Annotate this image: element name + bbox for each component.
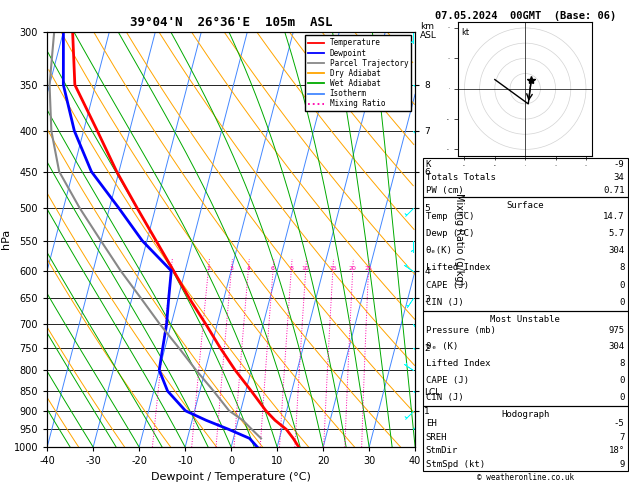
- Text: 20: 20: [348, 266, 357, 271]
- Legend: Temperature, Dewpoint, Parcel Trajectory, Dry Adiabat, Wet Adiabat, Isotherm, Mi: Temperature, Dewpoint, Parcel Trajectory…: [305, 35, 411, 111]
- Text: Lifted Index: Lifted Index: [426, 359, 491, 368]
- Text: Totals Totals: Totals Totals: [426, 173, 496, 182]
- Text: km
ASL: km ASL: [420, 22, 437, 40]
- Text: 0: 0: [619, 280, 625, 290]
- Text: CAPE (J): CAPE (J): [426, 376, 469, 385]
- Text: SREH: SREH: [426, 433, 447, 442]
- Text: 25: 25: [365, 266, 372, 271]
- Text: K: K: [426, 160, 431, 169]
- Text: 8: 8: [289, 266, 293, 271]
- Text: EH: EH: [426, 419, 437, 428]
- Text: 14.7: 14.7: [603, 211, 625, 221]
- Text: 7: 7: [619, 433, 625, 442]
- Text: StmSpd (kt): StmSpd (kt): [426, 460, 485, 469]
- Text: CIN (J): CIN (J): [426, 298, 464, 307]
- Text: Lifted Index: Lifted Index: [426, 263, 491, 273]
- Text: 304: 304: [608, 343, 625, 351]
- Text: 8: 8: [619, 359, 625, 368]
- Text: θₑ(K): θₑ(K): [426, 246, 453, 255]
- Text: 07.05.2024  00GMT  (Base: 06): 07.05.2024 00GMT (Base: 06): [435, 11, 616, 21]
- Text: 8: 8: [619, 263, 625, 273]
- Text: 0: 0: [619, 376, 625, 385]
- Text: CAPE (J): CAPE (J): [426, 280, 469, 290]
- Text: kt: kt: [462, 28, 470, 37]
- Text: Hodograph: Hodograph: [501, 410, 549, 419]
- Text: 0: 0: [619, 393, 625, 402]
- Text: 1: 1: [169, 266, 173, 271]
- Text: Dewp (°C): Dewp (°C): [426, 229, 474, 238]
- Text: 0.71: 0.71: [603, 186, 625, 195]
- Text: 9: 9: [619, 460, 625, 469]
- Text: 4: 4: [247, 266, 250, 271]
- Text: © weatheronline.co.uk: © weatheronline.co.uk: [477, 473, 574, 482]
- Text: Surface: Surface: [506, 201, 544, 210]
- Text: θₑ (K): θₑ (K): [426, 343, 458, 351]
- Text: 34: 34: [614, 173, 625, 182]
- Text: 975: 975: [608, 326, 625, 335]
- Text: -5: -5: [614, 419, 625, 428]
- Text: -9: -9: [614, 160, 625, 169]
- Text: 6: 6: [271, 266, 275, 271]
- Y-axis label: Mixing Ratio (g/kg): Mixing Ratio (g/kg): [454, 193, 464, 285]
- Text: Temp (°C): Temp (°C): [426, 211, 474, 221]
- Text: 15: 15: [329, 266, 337, 271]
- Text: StmDir: StmDir: [426, 446, 458, 455]
- Title: 39°04'N  26°36'E  105m  ASL: 39°04'N 26°36'E 105m ASL: [130, 16, 332, 29]
- Text: 3: 3: [230, 266, 233, 271]
- Text: Most Unstable: Most Unstable: [490, 315, 560, 324]
- Text: 304: 304: [608, 246, 625, 255]
- Y-axis label: hPa: hPa: [1, 229, 11, 249]
- Text: CIN (J): CIN (J): [426, 393, 464, 402]
- Text: 10: 10: [302, 266, 309, 271]
- Text: Pressure (mb): Pressure (mb): [426, 326, 496, 335]
- X-axis label: Dewpoint / Temperature (°C): Dewpoint / Temperature (°C): [151, 472, 311, 482]
- Text: 0: 0: [619, 298, 625, 307]
- Text: 18°: 18°: [608, 446, 625, 455]
- Text: 2: 2: [206, 266, 210, 271]
- Text: PW (cm): PW (cm): [426, 186, 464, 195]
- Text: 5.7: 5.7: [608, 229, 625, 238]
